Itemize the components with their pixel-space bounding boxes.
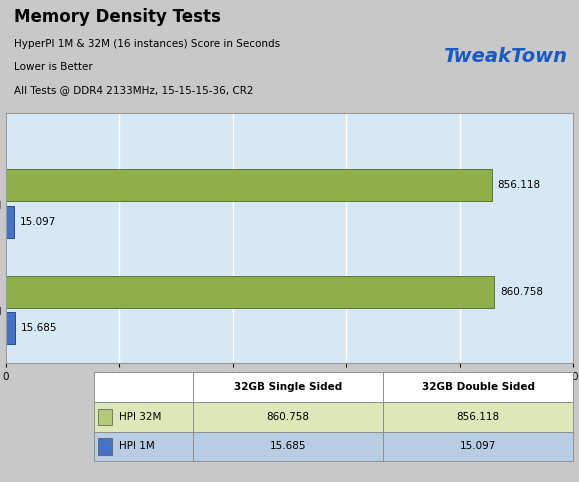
- Text: TweakTown: TweakTown: [444, 47, 567, 66]
- Bar: [193, 402, 383, 432]
- Bar: [6, 170, 492, 201]
- Bar: [193, 432, 383, 461]
- Bar: [6, 312, 14, 344]
- Text: All Tests @ DDR4 2133MHz, 15-15-15-36, CR2: All Tests @ DDR4 2133MHz, 15-15-15-36, C…: [14, 85, 254, 95]
- Bar: [6, 276, 494, 308]
- Bar: [383, 432, 573, 461]
- Text: Memory Density Tests: Memory Density Tests: [14, 8, 221, 26]
- Bar: [98, 409, 112, 425]
- Text: 856.118: 856.118: [457, 412, 500, 422]
- Text: 856.118: 856.118: [497, 180, 540, 190]
- Bar: [6, 206, 14, 238]
- Text: HyperPI 1M & 32M (16 instances) Score in Seconds: HyperPI 1M & 32M (16 instances) Score in…: [14, 40, 280, 50]
- Bar: [98, 438, 112, 455]
- Text: 32GB Single Sided: 32GB Single Sided: [234, 382, 342, 392]
- Bar: [193, 373, 383, 402]
- Text: 15.097: 15.097: [460, 442, 496, 452]
- Bar: [94, 373, 193, 402]
- Text: HPI 1M: HPI 1M: [119, 442, 155, 452]
- Text: Lower is Better: Lower is Better: [14, 62, 93, 72]
- Text: 15.685: 15.685: [20, 323, 57, 333]
- Bar: [383, 373, 573, 402]
- Text: 860.758: 860.758: [266, 412, 310, 422]
- Text: 32GB Double Sided: 32GB Double Sided: [422, 382, 534, 392]
- Bar: [383, 402, 573, 432]
- Text: 15.097: 15.097: [20, 216, 56, 227]
- Bar: [94, 402, 193, 432]
- Bar: [94, 432, 193, 461]
- Text: 15.685: 15.685: [270, 442, 306, 452]
- Text: HPI 32M: HPI 32M: [119, 412, 162, 422]
- Text: 860.758: 860.758: [500, 287, 543, 297]
